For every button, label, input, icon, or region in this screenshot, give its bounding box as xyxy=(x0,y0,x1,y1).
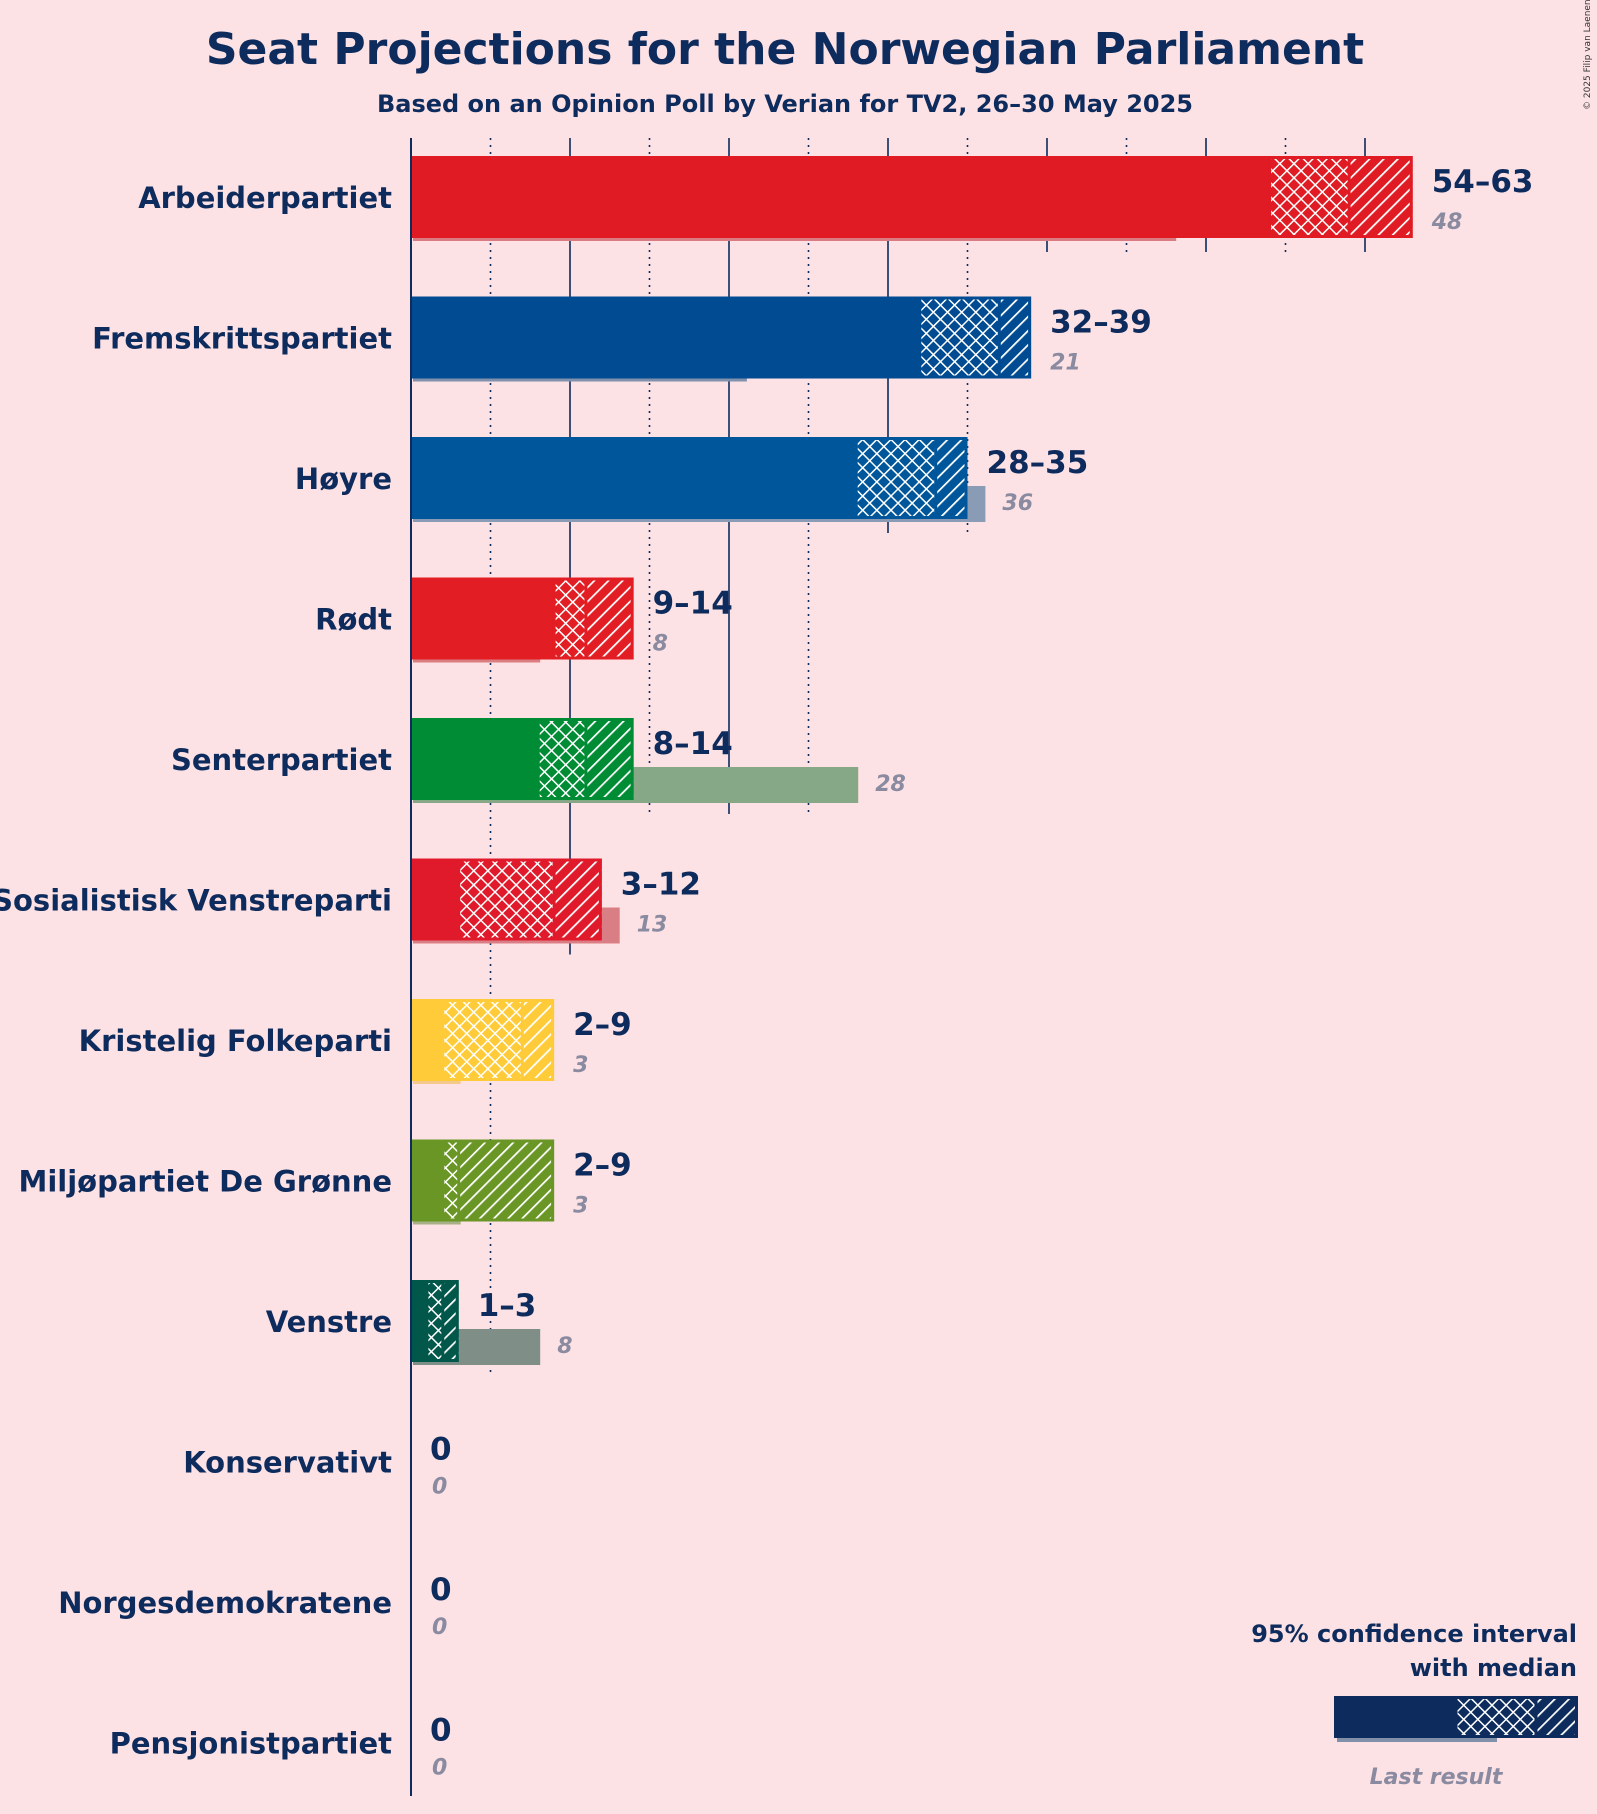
range-label: 2–9 xyxy=(573,1148,632,1184)
party-row: Venstre 1–3 8 xyxy=(266,1280,573,1365)
chart-subtitle: Based on an Opinion Poll by Verian for T… xyxy=(377,90,1193,118)
ci-lower-hatch xyxy=(554,577,586,660)
range-label: 0 xyxy=(430,1713,452,1749)
party-label: Pensjonistpartiet xyxy=(110,1727,393,1761)
party-label: Venstre xyxy=(266,1305,392,1339)
party-label: Rødt xyxy=(315,603,392,637)
last-result-label: 3 xyxy=(573,1053,588,1078)
ci-outline xyxy=(918,296,1032,379)
last-result-label: 21 xyxy=(1050,351,1081,376)
range-label: 54–63 xyxy=(1432,164,1534,200)
projection-bar xyxy=(411,156,1413,238)
range-label: 28–35 xyxy=(987,445,1089,481)
ci-lower-hatch xyxy=(426,1280,443,1362)
last-result-label: 13 xyxy=(637,913,668,938)
party-label: Senterpartiet xyxy=(171,743,392,777)
party-row: Senterpartiet 8–14 28 xyxy=(171,718,906,803)
party-label: Kristelig Folkeparti xyxy=(79,1024,392,1058)
party-label: Sosialistisk Venstreparti xyxy=(0,884,392,918)
ci-outline xyxy=(1268,156,1413,238)
last-result-label: 28 xyxy=(875,772,906,797)
ci-lower-hatch xyxy=(919,296,1000,379)
legend-last-result-label: Last result xyxy=(1370,1765,1504,1790)
ci-outline xyxy=(854,437,968,519)
legend: 95% confidence interval with median Last… xyxy=(1251,1620,1578,1790)
party-label: Høyre xyxy=(295,462,392,496)
legend-diagonal-hatch xyxy=(1536,1696,1578,1738)
ci-lower-hatch xyxy=(442,1139,459,1222)
last-result-label: 36 xyxy=(1002,491,1033,516)
ci-upper-hatch xyxy=(522,999,555,1081)
range-label: 0 xyxy=(430,1572,452,1608)
last-result-label: 8 xyxy=(557,1334,572,1359)
last-result-label: 0 xyxy=(432,1615,447,1640)
legend-ci-label: 95% confidence interval xyxy=(1251,1620,1577,1648)
ci-upper-hatch xyxy=(935,437,968,519)
ci-lower-hatch xyxy=(458,858,555,941)
ci-upper-hatch xyxy=(442,1280,459,1362)
range-label: 32–39 xyxy=(1050,305,1152,341)
ci-outline xyxy=(441,1139,555,1222)
party-label: Miljøpartiet De Grønne xyxy=(19,1165,393,1199)
ci-lower-hatch xyxy=(442,999,523,1081)
ci-outline xyxy=(441,999,555,1081)
last-result-label: 3 xyxy=(573,1194,588,1219)
ci-upper-hatch xyxy=(585,577,634,660)
party-label: Konservativt xyxy=(183,1446,392,1480)
range-label: 1–3 xyxy=(478,1288,537,1324)
ci-lower-hatch xyxy=(538,718,586,800)
ci-outline xyxy=(552,577,634,660)
last-result-label: 0 xyxy=(432,1756,447,1781)
ci-upper-hatch xyxy=(585,718,634,800)
legend-outline xyxy=(1454,1696,1578,1738)
ci-outline xyxy=(457,858,602,941)
party-label: Arbeiderpartiet xyxy=(138,181,392,215)
range-label: 9–14 xyxy=(653,586,733,622)
last-result-label: 8 xyxy=(653,632,668,657)
ci-lower-hatch xyxy=(1269,156,1350,238)
last-result-label: 48 xyxy=(1431,210,1463,235)
party-row: Konservativt 0 0 xyxy=(183,1432,451,1500)
party-row: Sosialistisk Venstreparti 3–12 13 xyxy=(0,858,701,944)
ci-upper-hatch xyxy=(554,858,602,941)
party-row: Rødt 9–14 8 xyxy=(315,577,733,663)
range-label: 8–14 xyxy=(653,726,733,762)
range-label: 3–12 xyxy=(621,867,701,903)
party-label: Fremskrittspartiet xyxy=(92,322,392,356)
party-row: Høyre 28–35 36 xyxy=(295,437,1088,522)
party-label: Norgesdemokratene xyxy=(58,1586,392,1620)
range-label: 0 xyxy=(430,1432,452,1468)
ci-upper-hatch xyxy=(999,296,1032,379)
ci-upper-hatch xyxy=(1349,156,1413,238)
copyright-note: © 2025 Filip van Laenen xyxy=(1583,0,1593,110)
range-label: 2–9 xyxy=(573,1007,632,1043)
party-row: Miljøpartiet De Grønne 2–9 3 xyxy=(19,1139,632,1225)
party-row: Arbeiderpartiet 54–63 48 xyxy=(138,156,1533,241)
party-row: Pensjonistpartiet 0 0 xyxy=(110,1713,452,1781)
party-rows: Arbeiderpartiet 54–63 48 Fremskrittspartiet… xyxy=(0,156,1533,1781)
legend-cross-hatch xyxy=(1456,1696,1536,1738)
party-row: Fremskrittspartiet 32–39 21 xyxy=(92,296,1152,382)
ci-upper-hatch xyxy=(458,1139,555,1222)
chart-title: Seat Projections for the Norwegian Parli… xyxy=(206,24,1364,75)
party-row: Norgesdemokratene 0 0 xyxy=(58,1572,451,1640)
last-result-label: 0 xyxy=(432,1475,447,1500)
ci-lower-hatch xyxy=(856,437,936,519)
legend-median-label: with median xyxy=(1410,1654,1577,1682)
party-row: Kristelig Folkeparti 2–9 3 xyxy=(79,999,632,1084)
